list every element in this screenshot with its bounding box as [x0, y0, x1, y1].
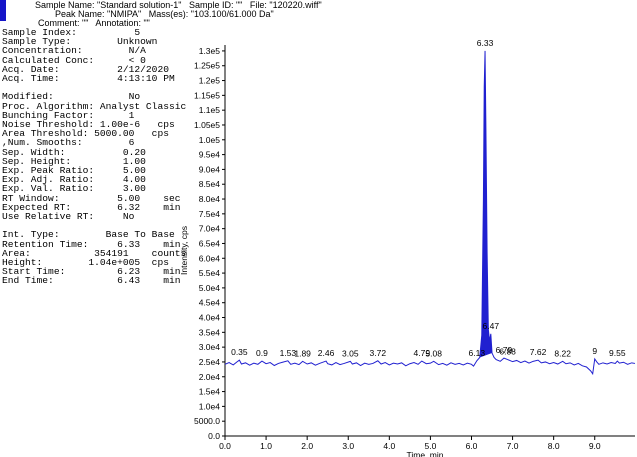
- peak-label: 9: [592, 346, 597, 356]
- y-tick-label: 1.15e5: [194, 90, 220, 100]
- x-tick-label: 7.0: [507, 441, 519, 451]
- info-line: Acq. Time: 4:13:10 PM: [2, 73, 175, 85]
- header-marker: [0, 0, 6, 21]
- y-tick-label: 9.5e4: [199, 150, 221, 160]
- peak-label: 2.46: [318, 348, 335, 358]
- y-tick-label: 8.0e4: [199, 194, 221, 204]
- y-tick-label: 1.0e5: [199, 135, 221, 145]
- peak-label: 4.79: [414, 348, 431, 358]
- x-tick-label: 8.0: [548, 441, 560, 451]
- info-line: Exp. Val. Ratio: 3.00: [2, 183, 146, 195]
- y-tick-label: 7.0e4: [199, 224, 221, 234]
- info-line: ,Num. Smooths: 6: [2, 137, 135, 149]
- y-tick-label: 6.0e4: [199, 253, 221, 263]
- x-tick-label: 0.0: [219, 441, 231, 451]
- peak-label: 5.08: [425, 348, 442, 358]
- y-tick-label: 0.0: [208, 431, 220, 441]
- y-tick-label: 1.5e4: [199, 387, 221, 397]
- peak-label: 6.33: [477, 38, 494, 48]
- x-axis-label: Time, min: [407, 450, 444, 457]
- x-tick-label: 9.0: [589, 441, 601, 451]
- header: Sample Name: "Standard solution-1" Sampl…: [0, 0, 637, 30]
- trace: [224, 50, 636, 376]
- info-line: Area: 354191 counts: [2, 247, 187, 259]
- y-tick-label: 3.5e4: [199, 327, 221, 337]
- info-line: Sample Index: 5: [2, 27, 141, 38]
- info-line: Calculated Conc: < 0: [2, 54, 146, 66]
- x-tick-label: 3.0: [342, 441, 354, 451]
- y-tick-label: 7.5e4: [199, 209, 221, 219]
- info-line: Bunching Factor: 1: [2, 109, 135, 121]
- info-line: Modified: No: [2, 91, 141, 103]
- info-line: Sample Type: Unknown: [2, 36, 158, 48]
- x-tick-label: 6.0: [466, 441, 478, 451]
- y-tick-label: 8.5e4: [199, 179, 221, 189]
- header-line: Peak Name: "NMIPA" Mass(es): "103.100/61…: [55, 9, 274, 19]
- info-line: Exp. Peak Ratio: 5.00: [2, 165, 146, 177]
- y-tick-label: 4.0e4: [199, 313, 221, 323]
- info-line: End Time: 6.43 min: [2, 275, 181, 287]
- info-line: Area Threshold: 5000.00 cps: [2, 128, 169, 140]
- y-axis-label: Intensity, cps: [179, 226, 189, 275]
- peak-label: 0.35: [231, 347, 248, 357]
- peak-label: 6.13: [469, 348, 486, 358]
- info-line: Noise Threshold: 1.00e-6 cps: [2, 119, 175, 131]
- y-tick-label: 1.3e5: [199, 46, 221, 56]
- peak-label: 8.22: [554, 348, 571, 358]
- x-tick-label: 1.0: [260, 441, 272, 451]
- info-line: Sep. Width: 0.20: [2, 146, 146, 158]
- info-line: Exp. Adj. Ratio: 4.00: [2, 174, 146, 186]
- y-tick-label: 5.5e4: [199, 268, 221, 278]
- peak-label: 6.47: [483, 321, 500, 331]
- x-tick-label: 5.0: [424, 441, 436, 451]
- info-group: Sample Index: 5 Sample Type: Unknown Conce…: [2, 27, 186, 85]
- peak-label: 6.88: [499, 347, 516, 357]
- y-tick-label: 3.0e4: [199, 342, 221, 352]
- info-line: Start Time: 6.23 min: [2, 266, 181, 278]
- peak-label: 1.53: [280, 348, 297, 358]
- y-tick-label: 1.0e4: [199, 401, 221, 411]
- y-tick-label: 2.5e4: [199, 357, 221, 367]
- y-tick-label: 4.5e4: [199, 298, 221, 308]
- info-group: Modified: No Proc. Algorithm: Analyst Cla…: [2, 92, 186, 221]
- x-tick-label: 4.0: [383, 441, 395, 451]
- y-tick-label: 1.2e5: [199, 76, 221, 86]
- y-tick-label: 1.05e5: [194, 120, 220, 130]
- info-line: Proc. Algorithm: Analyst Classic: [2, 100, 187, 112]
- sample-info: Sample Index: 5 Sample Type: Unknown Conce…: [2, 28, 186, 295]
- info-line: Sep. Height: 1.00: [2, 155, 146, 167]
- y-tick-label: 1.25e5: [194, 61, 220, 71]
- y-tick-label: 1.1e5: [199, 105, 221, 115]
- info-line: Retention Time: 6.33 min: [2, 238, 181, 250]
- y-tick-label: 2.0e4: [199, 372, 221, 382]
- header-line: Sample Name: "Standard solution-1" Sampl…: [35, 0, 322, 10]
- peak-label: 3.72: [370, 348, 387, 358]
- peak-label: 7.62: [530, 347, 547, 357]
- peak-label: 1.89: [294, 348, 311, 358]
- info-line: RT Window: 5.00 sec: [2, 192, 181, 204]
- y-tick-label: 9.0e4: [199, 164, 221, 174]
- y-tick-label: 5000.0: [194, 416, 220, 426]
- info-line: Expected RT: 6.32 min: [2, 201, 181, 213]
- header-line: Comment: "" Annotation: "": [38, 18, 150, 28]
- peak-label: 9.55: [609, 348, 626, 358]
- y-tick-label: 6.5e4: [199, 238, 221, 248]
- y-tick-label: 5.0e4: [199, 283, 221, 293]
- x-tick-label: 2.0: [301, 441, 313, 451]
- info-line: Concentration: N/A: [2, 45, 146, 57]
- peak-label: 6.79: [496, 345, 513, 355]
- info-line: Acq. Date: 2/12/2020: [2, 63, 169, 75]
- peak-label: 3.05: [342, 348, 359, 358]
- info-line: Use Relative RT: No: [2, 211, 135, 223]
- info-line: Height: 1.04e+005 cps: [2, 257, 169, 269]
- peak-label: 0.9: [256, 348, 268, 358]
- info-line: Int. Type: Base To Base: [2, 229, 175, 241]
- info-group: Int. Type: Base To Base Retention Time: 6…: [2, 229, 187, 287]
